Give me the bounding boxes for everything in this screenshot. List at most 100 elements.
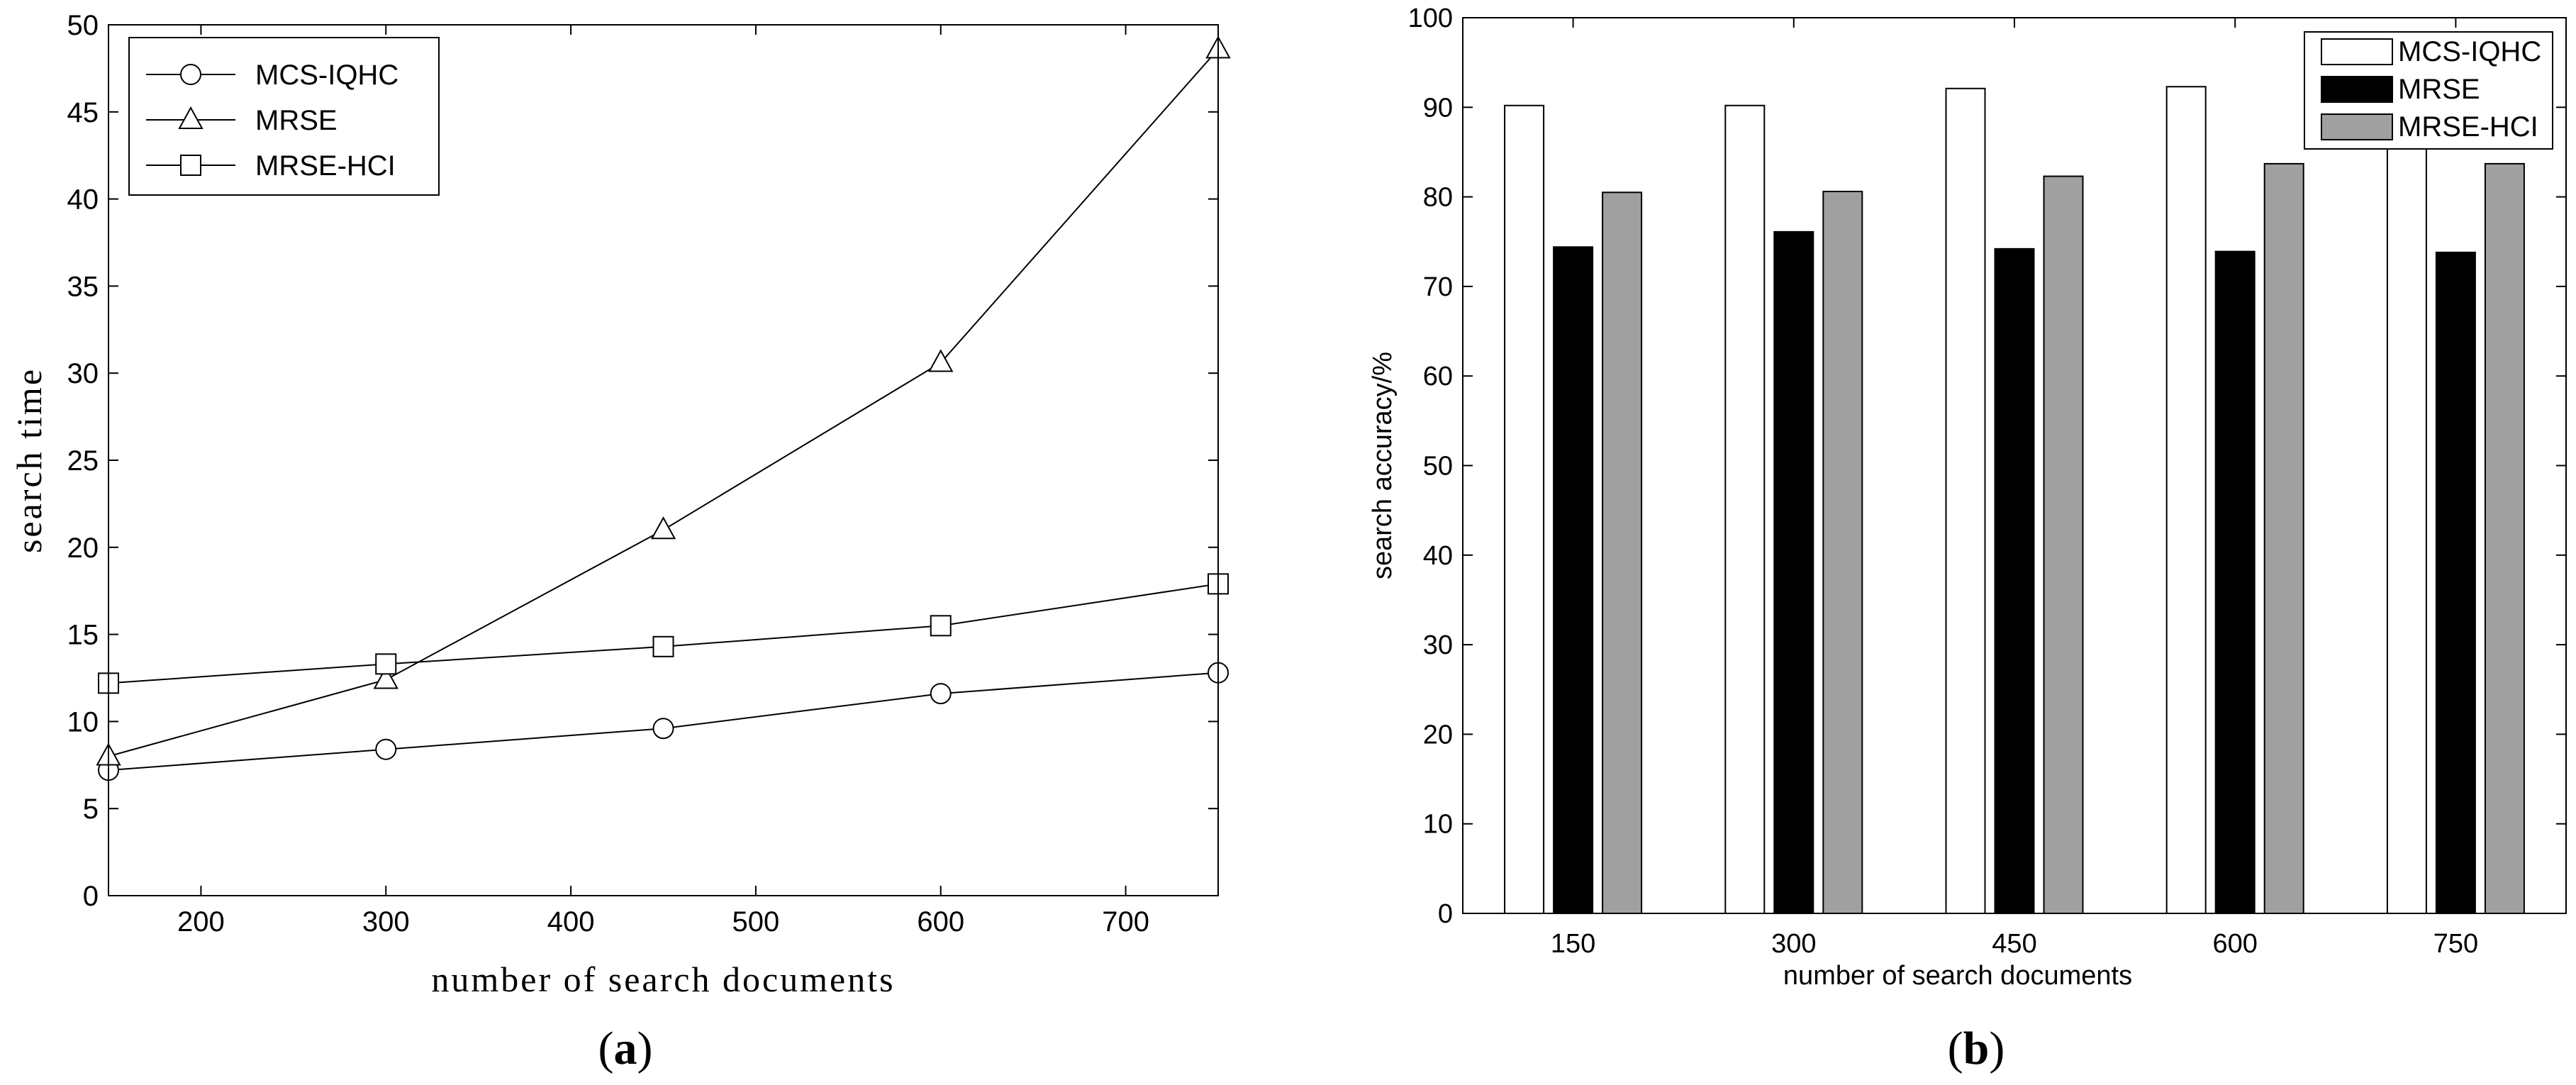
y-tick-label: 50 — [67, 10, 99, 41]
panel-label-open: ( — [598, 1023, 614, 1074]
y-tick-label: 5 — [83, 794, 99, 825]
legend-swatch — [2321, 38, 2393, 65]
bar-mrse — [2214, 250, 2256, 914]
legend-swatch — [2321, 113, 2393, 140]
bar-mcs-iqhc — [1504, 104, 1545, 914]
y-tick-label: 30 — [67, 358, 99, 389]
y-tick-label: 0 — [1438, 899, 1453, 929]
bar-mrse-hci — [2263, 162, 2304, 914]
legend-entry: MRSE-HCI — [2321, 111, 2538, 143]
bar-group — [1504, 104, 1643, 915]
y-tick-label: 50 — [1423, 452, 1453, 482]
legend-label: MRSE — [255, 105, 338, 136]
y-tick-label: 25 — [67, 445, 99, 477]
panel-label-close: ) — [637, 1023, 653, 1074]
bar-group — [1724, 104, 1863, 915]
y-tick-label: 100 — [1408, 4, 1453, 33]
y-tick-label: 40 — [67, 184, 99, 216]
plot-frame — [1462, 17, 2567, 914]
y-tick-label: 40 — [1423, 541, 1453, 571]
panel-label-letter: a — [614, 1023, 637, 1074]
x-tick-label: 700 — [1102, 906, 1149, 937]
data-point-triangle — [928, 349, 954, 372]
legend-swatch — [2321, 76, 2393, 103]
legend-label: MRSE — [2398, 74, 2480, 105]
legend-marker-square — [180, 155, 201, 176]
panel-label-close: ) — [1989, 1023, 2005, 1074]
panel-label-letter: b — [1963, 1023, 1990, 1074]
series-mrse — [96, 35, 1231, 766]
bar-mrse-hci — [1602, 191, 1643, 915]
plot-frame — [108, 24, 1219, 896]
data-point-square — [375, 653, 397, 675]
bar-group — [2386, 86, 2525, 915]
legend-entry: MRSE-HCI — [146, 150, 396, 182]
y-tick-label: 15 — [67, 620, 99, 651]
x-tick-label: 450 — [1992, 929, 2036, 959]
x-axis-label: number of search documents — [1783, 961, 2132, 991]
x-tick-label: 300 — [362, 906, 410, 937]
bar-mcs-iqhc — [2386, 86, 2427, 915]
data-point-circle — [375, 738, 397, 760]
legend: MCS-IQHC MRSE MRSE-HCI — [128, 37, 440, 196]
x-axis-ticks: 200 300 400 500 600 700 — [177, 25, 1149, 937]
bar-mcs-iqhc — [1724, 104, 1766, 914]
y-tick-label: 35 — [67, 271, 99, 302]
series-mrse-hci — [98, 573, 1229, 694]
x-axis-ticks: 150 300 450 600 750 — [1551, 18, 2478, 959]
data-point-circle — [652, 718, 674, 740]
series-line — [108, 583, 1219, 684]
legend-entry: MRSE — [2321, 74, 2480, 105]
bar-group — [2165, 86, 2304, 915]
x-tick-label: 600 — [917, 906, 964, 937]
bar-mrse — [2435, 251, 2476, 914]
y-axis-ticks: 0 5 10 15 20 25 30 35 40 45 50 — [67, 10, 1218, 912]
bar-mrse-hci — [2043, 175, 2084, 914]
bar-mcs-iqhc — [2165, 86, 2207, 915]
panel-label: (a) — [598, 1023, 653, 1074]
y-tick-label: 45 — [67, 97, 99, 128]
legend-marker-circle — [180, 64, 201, 85]
legend-label: MRSE-HCI — [2398, 111, 2538, 143]
y-tick-label: 10 — [1423, 810, 1453, 840]
legend-entry: MCS-IQHC — [2321, 36, 2541, 67]
legend-label: MRSE-HCI — [255, 150, 396, 182]
bar-mcs-iqhc — [1945, 87, 1986, 915]
y-tick-label: 90 — [1423, 93, 1453, 123]
bar-mrse — [1773, 230, 1814, 914]
data-point-circle — [930, 683, 952, 705]
legend-marker-triangle — [178, 106, 203, 129]
y-axis-ticks: 0 10 20 30 40 50 60 70 80 90 100 — [1408, 4, 2566, 929]
y-tick-label: 60 — [1423, 362, 1453, 391]
legend: MCS-IQHC MRSE MRSE-HCI — [2304, 31, 2553, 150]
data-point-square — [930, 615, 952, 637]
x-tick-label: 200 — [177, 906, 225, 937]
x-tick-label: 400 — [547, 906, 595, 937]
bar-group — [1945, 87, 2084, 915]
bar-mrse — [1994, 247, 2035, 914]
legend-entry: MRSE — [146, 105, 338, 136]
y-axis-label: search time — [9, 367, 49, 553]
x-tick-label: 300 — [1771, 929, 1816, 959]
y-tick-label: 70 — [1423, 272, 1453, 302]
y-tick-label: 10 — [67, 706, 99, 738]
series-mcs-iqhc — [98, 662, 1229, 781]
bars-group — [1504, 86, 2525, 915]
y-tick-label: 0 — [83, 881, 99, 912]
bar-mrse-hci — [2484, 162, 2525, 914]
bar-chart-panel: 0 10 20 30 40 50 60 70 80 90 100 150 300 450 600 750 M… — [1368, 4, 2567, 1074]
x-tick-label: 500 — [732, 906, 780, 937]
legend-label: MCS-IQHC — [2398, 36, 2541, 67]
x-axis-label: number of search documents — [431, 959, 895, 999]
data-point-triangle — [373, 666, 398, 689]
y-tick-label: 80 — [1423, 183, 1453, 213]
y-axis-label: search accuracy/% — [1368, 352, 1398, 579]
bar-mrse — [1553, 246, 1594, 914]
panel-label-open: ( — [1948, 1023, 1963, 1074]
data-point-square — [652, 635, 674, 657]
data-point-triangle — [650, 516, 676, 540]
y-tick-label: 20 — [67, 533, 99, 564]
legend-label: MCS-IQHC — [255, 60, 398, 91]
